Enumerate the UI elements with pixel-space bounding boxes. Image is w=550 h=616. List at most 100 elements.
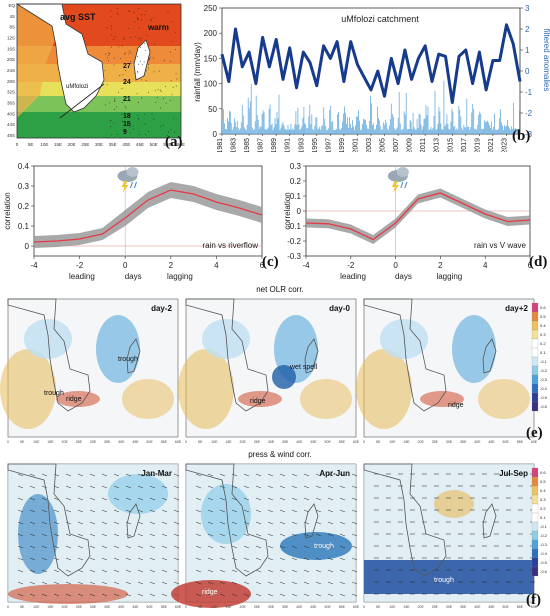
rainfall-bar xyxy=(236,120,238,134)
map-x-tick-label: 50E xyxy=(503,440,510,444)
rainfall-bar xyxy=(322,125,324,134)
wind-arrow xyxy=(17,545,24,549)
rainfall-bar xyxy=(465,127,467,134)
wind-arrow xyxy=(101,521,108,525)
africa-landmass xyxy=(15,3,105,113)
rainfall-bar xyxy=(349,117,350,134)
rainfall-bar xyxy=(462,130,464,134)
rainfall-bar xyxy=(450,121,452,134)
rain-drop xyxy=(400,181,404,189)
anom-y-tick-label: 1 xyxy=(525,46,530,55)
sst-stipple-dot xyxy=(148,58,150,60)
rainfall-bar xyxy=(302,117,304,134)
map-1: Jan-Mar 0 5E 10E 15E 20E 25E 30E 35E 40E 45E 50E 55E… xyxy=(7,463,182,609)
sst-stipple-dot xyxy=(110,120,112,122)
sst-stipple-dot xyxy=(166,134,168,136)
map-feature-label: wet spell xyxy=(289,364,318,371)
wind-arrow xyxy=(29,557,36,561)
sst-stipple-dot xyxy=(114,100,116,102)
rainfall-bar xyxy=(247,97,249,134)
rainfall-bar xyxy=(440,123,442,134)
map-x-tick-label: 20E xyxy=(418,440,425,444)
sst-stipple-dot xyxy=(172,86,174,88)
wind-arrow xyxy=(243,581,250,585)
wind-arrow xyxy=(327,557,334,561)
sst-stipple-dot xyxy=(120,57,122,59)
colorbar-swatch xyxy=(531,347,539,358)
sst-stipple-dot xyxy=(137,63,139,65)
sst-stipple-dot xyxy=(171,94,173,96)
wind-arrow xyxy=(41,581,48,585)
rainfall-bar xyxy=(301,126,303,134)
wind-arrow xyxy=(279,593,286,597)
wind-arrow xyxy=(173,581,180,585)
rainfall-bar xyxy=(360,129,361,134)
sst-stipple-dot xyxy=(133,11,135,13)
sst-stipple-dot xyxy=(175,49,177,51)
map-x-tick-label: 35E xyxy=(460,605,467,609)
colorbar-swatch xyxy=(531,383,539,394)
rain-y-tick-label: 50 xyxy=(208,105,217,114)
wind-arrow xyxy=(351,497,358,501)
rainfall-bar xyxy=(286,129,288,134)
sst-y-tick-label: 48S xyxy=(7,133,15,138)
rainfall-bar xyxy=(513,102,514,134)
rainfall-bar xyxy=(431,129,433,134)
rainfall-bar xyxy=(334,129,335,134)
rainfall-bar xyxy=(262,110,264,134)
rainfall-bar xyxy=(437,123,439,134)
colorbar-swatch xyxy=(531,338,539,349)
wind-arrow xyxy=(279,485,286,489)
sst-x-tick-label: 15E xyxy=(54,142,62,147)
rainfall-bar xyxy=(306,128,308,134)
colorbar-swatch xyxy=(531,392,539,403)
rainfall-bar xyxy=(484,120,485,134)
year-tick-label: 2017 xyxy=(461,138,468,152)
wind-arrow xyxy=(231,521,238,525)
sst-stipple-dot xyxy=(175,73,177,75)
rainfall-bar xyxy=(507,119,508,134)
rainfall-bar xyxy=(294,124,296,134)
rainfall-bar xyxy=(295,111,297,134)
sst-x-tick-label: 35E xyxy=(109,142,117,147)
rainfall-bar xyxy=(392,116,394,134)
wind-arrow xyxy=(41,485,48,489)
sst-stipple-dot xyxy=(138,78,140,80)
sst-y-tick-label: EQ xyxy=(8,3,15,8)
rainfall-bar xyxy=(473,109,475,134)
rainfall-bar xyxy=(382,122,384,134)
colorbar-tick-label: -0.4 xyxy=(540,386,548,391)
rainfall-bar xyxy=(258,128,260,134)
rainfall-bar xyxy=(224,123,225,134)
wind-arrow xyxy=(125,557,132,561)
rainfall-bar xyxy=(264,129,266,134)
wind-arrow xyxy=(29,521,36,525)
anom-y-tick-label: 0 xyxy=(525,67,530,76)
wind-arrow xyxy=(351,521,358,525)
wind-arrow xyxy=(125,545,132,549)
sst-stipple-dot xyxy=(156,96,158,98)
wind-arrow xyxy=(17,509,24,513)
wind-arrow xyxy=(29,593,36,597)
sst-stipple-dot xyxy=(153,118,155,120)
wind-arrow xyxy=(77,473,84,477)
colorbar-tick-label: 0.5 xyxy=(540,479,546,484)
map-x-tick-label: 25E xyxy=(254,440,261,444)
corr-y-tick-label: -0.1 xyxy=(287,222,301,231)
sst-stipple-dot xyxy=(160,107,161,109)
wind-arrow xyxy=(161,485,168,489)
wind-arrow xyxy=(243,593,250,597)
wind-arrow xyxy=(279,581,286,585)
rainfall-bar xyxy=(312,129,314,134)
wind-arrow xyxy=(315,509,322,513)
wind-arrow xyxy=(207,557,214,561)
wind-arrow xyxy=(291,581,298,585)
wind-arrow xyxy=(113,497,120,501)
sst-stipple-dot xyxy=(124,52,126,54)
madagascar-outline xyxy=(126,503,141,539)
wet-anomaly-area xyxy=(452,315,496,383)
sst-stipple-dot xyxy=(149,56,151,58)
colorbar-tick-label: 0.2 xyxy=(540,341,546,346)
wet-anomaly-area xyxy=(96,315,140,383)
rainfall-bar xyxy=(347,117,348,134)
